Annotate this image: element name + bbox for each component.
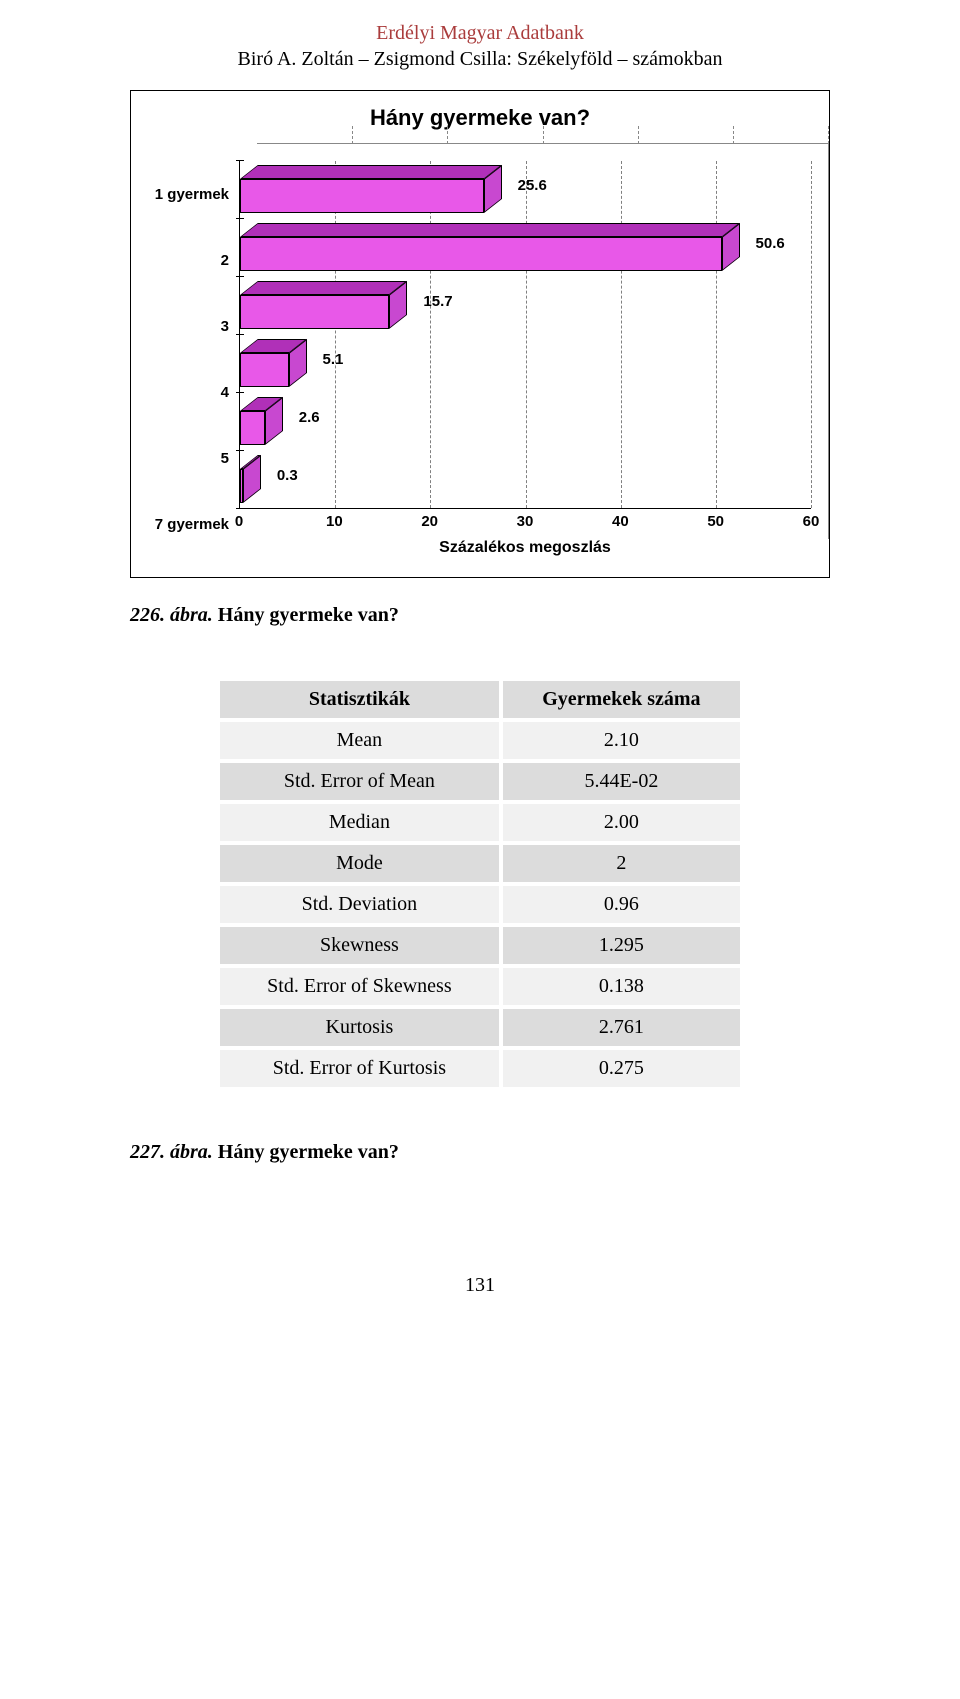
stats-cell: 2.00 xyxy=(501,802,740,843)
stats-cell: Std. Deviation xyxy=(220,884,501,925)
stats-cell: 2.761 xyxy=(501,1007,740,1048)
table-row: Mode2 xyxy=(220,843,740,884)
stats-cell: Median xyxy=(220,802,501,843)
table-row: Skewness1.295 xyxy=(220,925,740,966)
table-row: Median2.00 xyxy=(220,802,740,843)
bar-value-label: 5.1 xyxy=(323,351,344,368)
table-row: Mean2.10 xyxy=(220,720,740,761)
stats-header-cell: Gyermekek száma xyxy=(501,679,740,720)
header-line-1: Erdélyi Magyar Adatbank xyxy=(130,20,830,46)
x-tick-label: 50 xyxy=(707,513,724,530)
caption-number: 226. ábra. xyxy=(130,604,213,626)
table-row: Std. Error of Mean5.44E-02 xyxy=(220,761,740,802)
y-category-label: 5 xyxy=(149,429,229,487)
document-header: Erdélyi Magyar Adatbank Biró A. Zoltán –… xyxy=(130,20,830,72)
stats-cell: Skewness xyxy=(220,925,501,966)
bar: 0.3 xyxy=(240,455,811,513)
stats-header-cell: Statisztikák xyxy=(220,679,501,720)
x-axis-title: Százalékos megoszlás xyxy=(239,539,811,557)
stats-cell: 0.275 xyxy=(501,1048,740,1089)
stats-cell: 1.295 xyxy=(501,925,740,966)
bar-value-label: 2.6 xyxy=(299,409,320,426)
x-tick-label: 60 xyxy=(803,513,820,530)
bar: 2.6 xyxy=(240,397,811,455)
stats-cell: Kurtosis xyxy=(220,1007,501,1048)
y-axis-labels: 1 gyermek 2 3 4 5 7 gyermek xyxy=(149,161,239,557)
bar: 5.1 xyxy=(240,339,811,397)
bar-value-label: 25.6 xyxy=(518,177,547,194)
bar: 15.7 xyxy=(240,281,811,339)
y-category-label: 1 gyermek xyxy=(149,165,229,223)
stats-cell: 0.138 xyxy=(501,966,740,1007)
bar-value-label: 15.7 xyxy=(423,293,452,310)
caption-number: 227. ábra. xyxy=(130,1141,213,1163)
x-tick-label: 0 xyxy=(235,513,243,530)
stats-cell: 2.10 xyxy=(501,720,740,761)
bar-value-label: 0.3 xyxy=(277,467,298,484)
caption-text: Hány gyermeke van? xyxy=(213,604,399,626)
table-row: Std. Error of Kurtosis0.275 xyxy=(220,1048,740,1089)
stats-cell: Std. Error of Skewness xyxy=(220,966,501,1007)
chart-title: Hány gyermeke van? xyxy=(149,105,811,131)
page: Erdélyi Magyar Adatbank Biró A. Zoltán –… xyxy=(0,0,960,1337)
x-tick-label: 10 xyxy=(326,513,343,530)
stats-cell: 5.44E-02 xyxy=(501,761,740,802)
x-tick-label: 30 xyxy=(517,513,534,530)
x-tick-label: 20 xyxy=(421,513,438,530)
plot-area: 25.6 50.6 15.7 5.1 2.6 0.3 xyxy=(239,161,811,509)
bar-value-label: 50.6 xyxy=(756,235,785,252)
stats-cell: Std. Error of Kurtosis xyxy=(220,1048,501,1089)
figure-caption-226: 226. ábra. Hány gyermeke van? xyxy=(130,604,830,627)
chart-body: 1 gyermek 2 3 4 5 7 gyermek 25.6 50.6 15.7 5.1 2.… xyxy=(149,161,811,557)
y-category-label: 7 gyermek xyxy=(149,495,229,553)
stats-cell: 2 xyxy=(501,843,740,884)
bar: 50.6 xyxy=(240,223,811,281)
y-category-label: 2 xyxy=(149,231,229,289)
statistics-table: StatisztikákGyermekek számaMean2.10Std. … xyxy=(220,677,740,1091)
table-row: Std. Deviation0.96 xyxy=(220,884,740,925)
y-category-label: 4 xyxy=(149,363,229,421)
table-row: Kurtosis2.761 xyxy=(220,1007,740,1048)
table-row: Std. Error of Skewness0.138 xyxy=(220,966,740,1007)
stats-cell: 0.96 xyxy=(501,884,740,925)
chart-container: Hány gyermeke van? 1 gyermek 2 3 4 5 7 gyerme… xyxy=(130,90,830,578)
stats-cell: Mode xyxy=(220,843,501,884)
stats-cell: Mean xyxy=(220,720,501,761)
plot-area-wrap: 25.650.615.75.12.60.3 0102030405060 Száz… xyxy=(239,161,811,557)
y-category-label: 3 xyxy=(149,297,229,355)
caption-text: Hány gyermeke van? xyxy=(213,1141,399,1163)
gridline xyxy=(811,161,812,508)
header-line-2: Biró A. Zoltán – Zsigmond Csilla: Székel… xyxy=(130,46,830,72)
bar: 25.6 xyxy=(240,165,811,223)
x-tick-label: 40 xyxy=(612,513,629,530)
stats-cell: Std. Error of Mean xyxy=(220,761,501,802)
page-number: 131 xyxy=(130,1274,830,1297)
figure-caption-227: 227. ábra. Hány gyermeke van? xyxy=(130,1141,830,1164)
